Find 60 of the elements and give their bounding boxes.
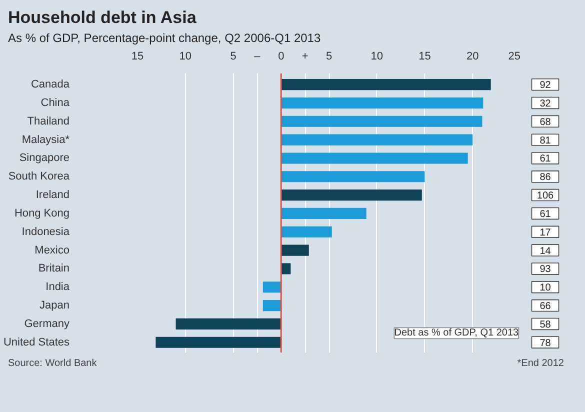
x-tick-label: 0 bbox=[278, 50, 284, 63]
x-tick-label: – bbox=[254, 50, 262, 63]
y-tick-label: Indonesia bbox=[22, 226, 70, 238]
bar bbox=[156, 337, 282, 348]
x-tick-label: 5 bbox=[230, 50, 236, 63]
text: 17 bbox=[540, 228, 552, 239]
x-tick-label: + bbox=[302, 50, 308, 63]
bar bbox=[281, 208, 366, 220]
text: 14 bbox=[540, 246, 552, 258]
y-tick-label: Malaysia* bbox=[22, 134, 70, 146]
y-tick-label: Ireland bbox=[36, 189, 70, 202]
annotation: Debt as % of GDP, Q1 2013 bbox=[394, 328, 520, 340]
text: 61 bbox=[540, 209, 552, 220]
y-tick-label: Canada bbox=[30, 78, 70, 91]
x-tick-label: 10 bbox=[370, 50, 384, 63]
bar bbox=[281, 116, 482, 128]
x-tick-label: 15 bbox=[418, 50, 431, 63]
text: 10 bbox=[540, 283, 552, 294]
bar bbox=[262, 300, 282, 312]
text: 78 bbox=[540, 338, 552, 350]
y-tick-label: Britain bbox=[38, 263, 70, 276]
text: 86 bbox=[540, 172, 552, 184]
text: 66 bbox=[540, 301, 552, 312]
bar bbox=[281, 226, 332, 238]
y-tick-label: Japan bbox=[40, 300, 70, 312]
bar bbox=[281, 190, 422, 201]
bar bbox=[281, 153, 468, 164]
bar bbox=[281, 134, 473, 146]
chart-title: Household debt in Asia bbox=[8, 7, 196, 29]
x-tick-label: 15 bbox=[131, 50, 144, 63]
bar bbox=[262, 282, 282, 294]
y-tick-label: Hong Kong bbox=[14, 208, 70, 220]
x-tick-label: 20 bbox=[466, 50, 479, 63]
y-tick-label: South Korea bbox=[8, 171, 70, 184]
bar bbox=[281, 245, 309, 256]
text: 68 bbox=[540, 117, 552, 128]
y-tick-label: Singapore bbox=[19, 152, 70, 165]
y-tick-label: Germany bbox=[24, 318, 70, 330]
bar bbox=[281, 79, 491, 90]
source-note: Source: World Bank bbox=[8, 357, 97, 372]
bar bbox=[281, 98, 484, 109]
x-tick-label: 5 bbox=[326, 50, 332, 63]
y-tick-label: China bbox=[40, 97, 70, 110]
y-tick-label: Thailand bbox=[27, 116, 70, 128]
text: 61 bbox=[540, 154, 552, 166]
x-tick-label: 10 bbox=[179, 50, 192, 63]
y-tick-label: Mexico bbox=[34, 244, 70, 257]
text: 32 bbox=[540, 98, 552, 110]
text: 92 bbox=[540, 80, 552, 92]
bar bbox=[176, 318, 282, 330]
text: 81 bbox=[540, 136, 552, 147]
text: 58 bbox=[540, 320, 552, 331]
x-tick-label: 25 bbox=[508, 50, 521, 63]
text: 93 bbox=[540, 264, 552, 276]
text: 106 bbox=[536, 190, 554, 202]
bar bbox=[281, 172, 425, 183]
y-tick-label: United States bbox=[3, 336, 70, 349]
chart-subtitle: As % of GDP, Percentage-point change, Q2 2006-Q1 2013 bbox=[8, 30, 321, 48]
text: *End 2012 bbox=[517, 357, 564, 372]
y-tick-label: India bbox=[46, 282, 70, 294]
